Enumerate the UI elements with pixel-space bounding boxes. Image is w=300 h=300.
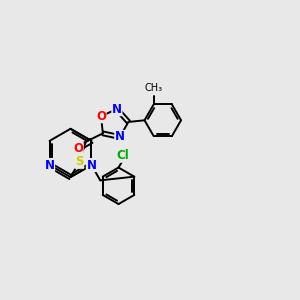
Text: N: N xyxy=(45,158,55,172)
Text: N: N xyxy=(112,103,122,116)
Text: S: S xyxy=(75,155,84,168)
Text: N: N xyxy=(86,158,96,172)
Text: O: O xyxy=(96,110,106,123)
Text: N: N xyxy=(115,130,125,143)
Text: O: O xyxy=(73,142,83,155)
Text: Cl: Cl xyxy=(116,149,129,162)
Text: CH₃: CH₃ xyxy=(145,83,163,93)
